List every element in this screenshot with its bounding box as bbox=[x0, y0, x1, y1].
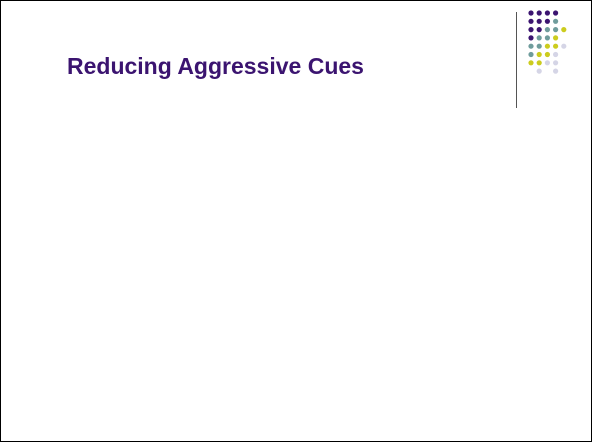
slide-title: Reducing Aggressive Cues bbox=[67, 53, 364, 79]
vertical-divider bbox=[516, 12, 517, 108]
